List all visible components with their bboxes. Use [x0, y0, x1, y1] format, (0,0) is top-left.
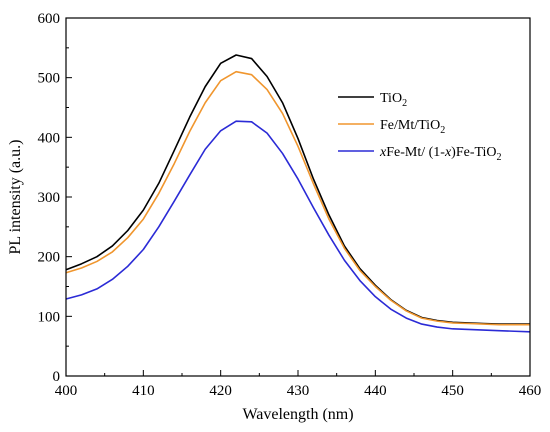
x-tick-label: 460: [519, 383, 542, 399]
y-tick-label: 100: [38, 309, 61, 325]
series-line-3: [65, 120, 531, 333]
x-tick-label: 420: [209, 383, 232, 399]
y-tick-label: 500: [38, 71, 61, 87]
x-tick-label: 400: [55, 383, 78, 399]
tick-layer: 400 410 420 430 440 450 460 0 100 200 300 400 500 600: [38, 11, 542, 399]
legend-label-2: Fe/Mt/TiO2: [380, 118, 445, 136]
x-tick-label: 450: [441, 383, 464, 399]
series-line-1: [65, 54, 530, 325]
x-tick-label: 430: [287, 383, 310, 399]
x-tick-label: 440: [364, 383, 387, 399]
y-axis-title: PL intensity (a.u.): [7, 140, 24, 255]
y-tick-label: 400: [38, 130, 61, 146]
x-tick-label: 410: [132, 383, 155, 399]
series-layer: [65, 54, 531, 333]
legend: TiO2 Fe/Mt/TiO2 xFe-Mt/ (1-x)Fe-TiO2: [338, 91, 502, 163]
y-tick-label: 600: [38, 11, 61, 27]
y-tick-label: 0: [53, 369, 61, 385]
x-axis-title: Wavelength (nm): [242, 406, 353, 423]
legend-label-3: xFe-Mt/ (1-x)Fe-TiO2: [379, 145, 502, 163]
series-line-2: [65, 70, 530, 326]
legend-label-1: TiO2: [380, 91, 407, 109]
y-tick-label: 300: [38, 190, 61, 206]
y-tick-label: 200: [38, 250, 61, 266]
